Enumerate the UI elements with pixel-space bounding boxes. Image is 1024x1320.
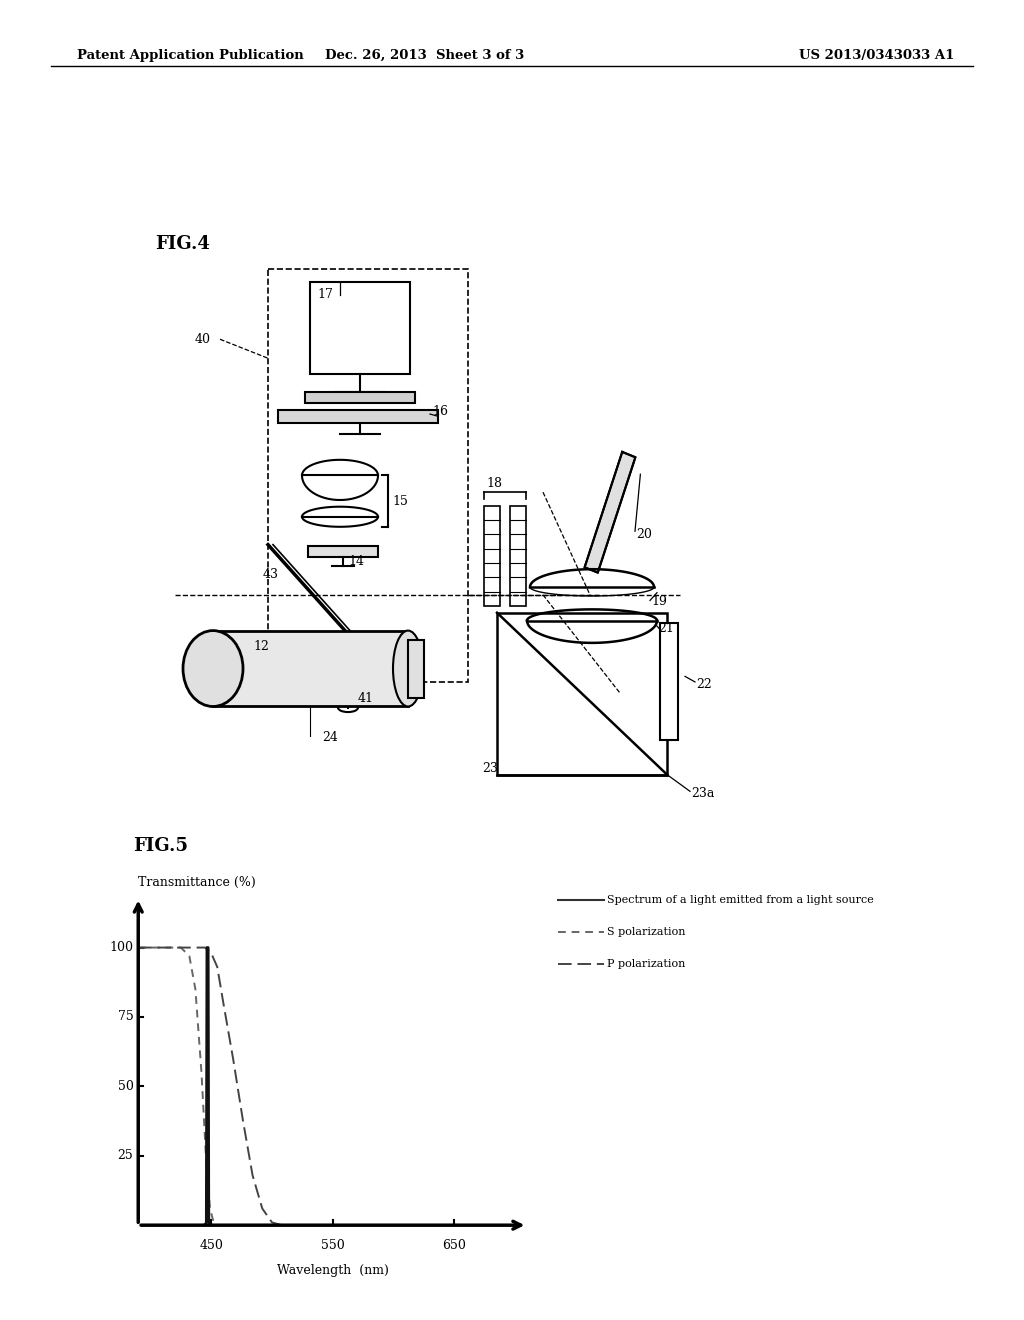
Bar bbox=[660, 623, 678, 741]
Text: 43: 43 bbox=[263, 569, 279, 581]
Text: 21: 21 bbox=[658, 622, 674, 635]
Text: P polarization: P polarization bbox=[607, 958, 686, 969]
Bar bbox=[308, 545, 378, 557]
Bar bbox=[268, 269, 468, 682]
Text: 19: 19 bbox=[651, 595, 667, 609]
Text: 550: 550 bbox=[321, 1239, 345, 1253]
Text: 40: 40 bbox=[195, 333, 211, 346]
Bar bbox=[305, 392, 415, 403]
Bar bbox=[213, 631, 408, 706]
Text: Dec. 26, 2013  Sheet 3 of 3: Dec. 26, 2013 Sheet 3 of 3 bbox=[326, 49, 524, 62]
Text: 23: 23 bbox=[482, 763, 498, 775]
Text: 25: 25 bbox=[118, 1150, 133, 1163]
Text: 12: 12 bbox=[253, 640, 269, 652]
Text: 24: 24 bbox=[323, 731, 338, 744]
Text: Wavelength  (nm): Wavelength (nm) bbox=[276, 1265, 389, 1276]
Bar bbox=[510, 506, 526, 606]
Text: 16: 16 bbox=[432, 405, 449, 418]
Bar bbox=[484, 506, 500, 606]
Text: FIG.5: FIG.5 bbox=[133, 837, 188, 855]
Text: 41: 41 bbox=[358, 692, 374, 705]
Text: 75: 75 bbox=[118, 1011, 133, 1023]
Polygon shape bbox=[585, 451, 635, 573]
Text: US 2013/0343033 A1: US 2013/0343033 A1 bbox=[799, 49, 954, 62]
Text: Spectrum of a light emitted from a light source: Spectrum of a light emitted from a light… bbox=[607, 895, 873, 906]
Bar bbox=[497, 612, 667, 775]
Text: 650: 650 bbox=[442, 1239, 466, 1253]
Text: Transmittance (%): Transmittance (%) bbox=[138, 876, 256, 890]
Text: Patent Application Publication: Patent Application Publication bbox=[77, 49, 303, 62]
Text: 450: 450 bbox=[200, 1239, 223, 1253]
Bar bbox=[278, 409, 438, 422]
Text: 50: 50 bbox=[118, 1080, 133, 1093]
Text: 22: 22 bbox=[696, 677, 712, 690]
Ellipse shape bbox=[393, 631, 423, 706]
Text: 20: 20 bbox=[636, 528, 652, 541]
Bar bbox=[408, 639, 424, 697]
Ellipse shape bbox=[183, 631, 243, 706]
Bar bbox=[310, 282, 410, 374]
Text: 23a: 23a bbox=[691, 787, 715, 800]
Text: S polarization: S polarization bbox=[607, 927, 686, 937]
Text: 17: 17 bbox=[317, 288, 333, 301]
Text: 100: 100 bbox=[110, 941, 133, 954]
Text: 18: 18 bbox=[486, 477, 502, 490]
Text: FIG.4: FIG.4 bbox=[155, 235, 210, 253]
Text: 14: 14 bbox=[348, 554, 364, 568]
Text: 15: 15 bbox=[392, 495, 408, 508]
